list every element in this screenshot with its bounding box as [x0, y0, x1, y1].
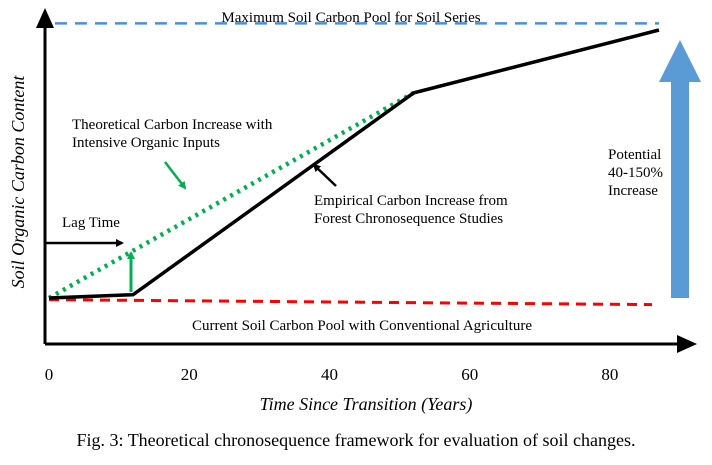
- empirical-pointer-arrow-icon: [312, 163, 337, 187]
- current-pool-line: [48, 298, 653, 307]
- x-tick-label: 20: [181, 365, 198, 384]
- x-tick-label: 40: [321, 365, 338, 384]
- x-tick-label: 0: [45, 365, 54, 384]
- y-axis-title: Soil Organic Carbon Content: [8, 75, 28, 289]
- potential-label-line2: 40-150%: [608, 165, 663, 181]
- x-tick-label: 80: [601, 365, 618, 384]
- theoretical-label-line1: Theoretical Carbon Increase with: [72, 117, 273, 133]
- potential-label-line1: Potential: [608, 147, 661, 163]
- x-axis-title: Time Since Transition (Years): [260, 394, 473, 415]
- theoretical-pointer-arrow-icon: [164, 161, 187, 190]
- theoretical-label-line2: Intensive Organic Inputs: [72, 135, 220, 151]
- y-axis-arrowhead: [36, 8, 54, 28]
- theoretical-series-line: [47, 90, 415, 300]
- x-axis-arrowhead: [677, 335, 697, 353]
- figure-caption: Fig. 3: Theoretical chronosequence frame…: [77, 430, 636, 450]
- empirical-series-line: [48, 28, 660, 300]
- current-pool-label: Current Soil Carbon Pool with Convention…: [192, 318, 532, 334]
- empirical-label-line2: Forest Chronosequence Studies: [314, 211, 503, 227]
- potential-label-line3: Increase: [608, 183, 658, 199]
- potential-increase-arrow-icon: [659, 40, 701, 298]
- empirical-label-line1: Empirical Carbon Increase from: [314, 193, 508, 209]
- x-tick-labels: 0 20 40 60 80: [45, 365, 619, 384]
- x-tick-label: 60: [461, 365, 478, 384]
- max-pool-label: Maximum Soil Carbon Pool for Soil Series: [221, 10, 480, 26]
- lag-time-label: Lag Time: [62, 215, 120, 231]
